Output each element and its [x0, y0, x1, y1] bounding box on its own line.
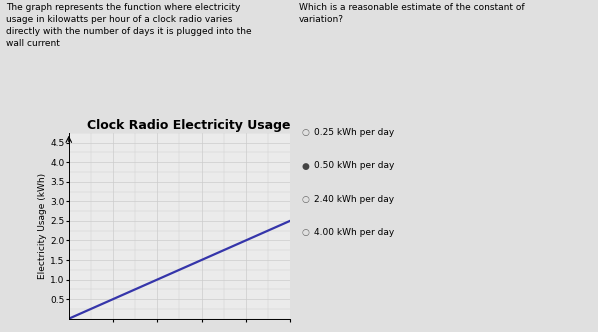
Text: ○: ○: [302, 228, 310, 237]
Text: ○: ○: [302, 128, 310, 137]
Y-axis label: Electricity Usage (kWh): Electricity Usage (kWh): [38, 173, 47, 279]
Text: ●: ●: [302, 161, 310, 171]
Text: 4.00 kWh per day: 4.00 kWh per day: [314, 228, 394, 237]
Text: ○: ○: [302, 195, 310, 204]
Text: Which is a reasonable estimate of the constant of
variation?: Which is a reasonable estimate of the co…: [299, 3, 524, 24]
Text: The graph represents the function where electricity
usage in kilowatts per hour : The graph represents the function where …: [6, 3, 252, 48]
Text: 2.40 kWh per day: 2.40 kWh per day: [314, 195, 394, 204]
Text: 0.25 kWh per day: 0.25 kWh per day: [314, 128, 394, 137]
Text: 0.50 kWh per day: 0.50 kWh per day: [314, 161, 394, 171]
Text: Clock Radio Electricity Usage: Clock Radio Electricity Usage: [87, 119, 290, 131]
